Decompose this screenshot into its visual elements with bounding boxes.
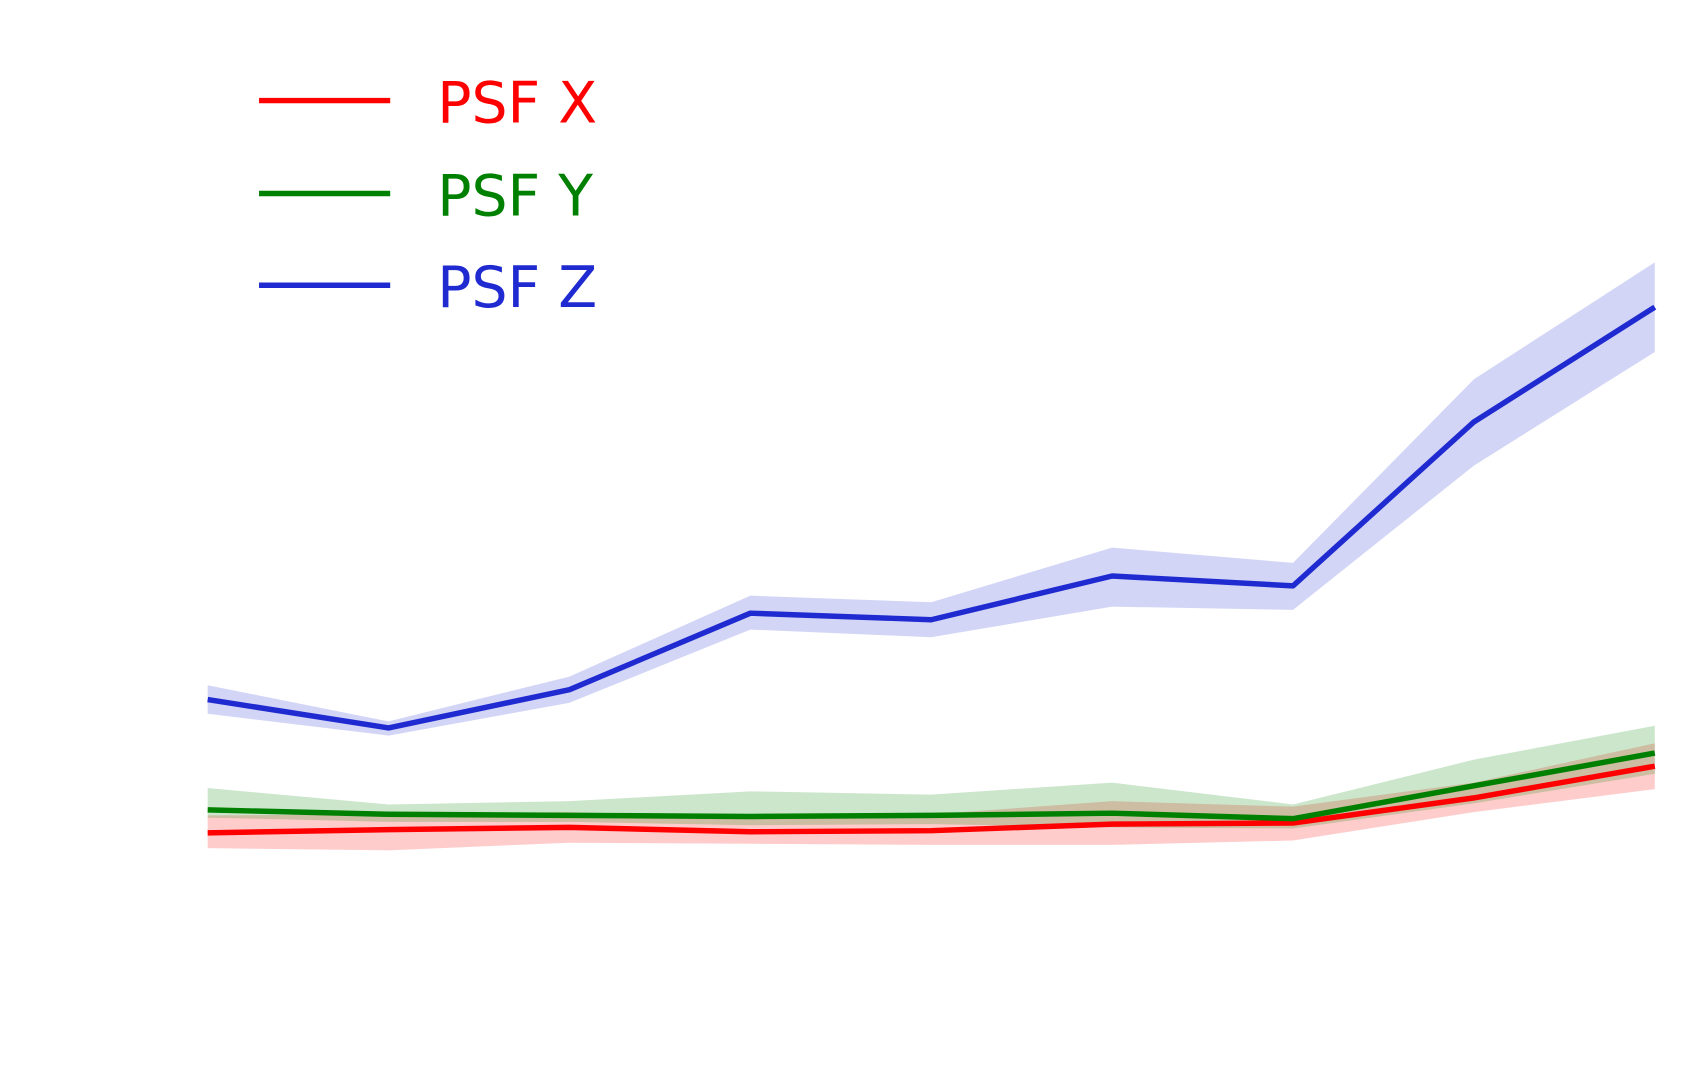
legend: PSF X PSF Y PSF Z (259, 70, 597, 321)
legend-label-psf-x: PSF X (437, 70, 597, 136)
series-lines (207, 304, 1657, 836)
plot-area: PSF X PSF Y PSF Z (207, 70, 1657, 851)
legend-label-psf-z: PSF Z (437, 255, 597, 321)
legend-label-psf-y: PSF Y (437, 163, 593, 229)
band-psf-y (207, 725, 1655, 829)
band-psf-z (207, 262, 1655, 736)
line-psf-z (207, 304, 1657, 731)
line-psf-x (207, 763, 1656, 836)
confidence-bands (207, 262, 1655, 851)
line-psf-y (207, 750, 1656, 822)
